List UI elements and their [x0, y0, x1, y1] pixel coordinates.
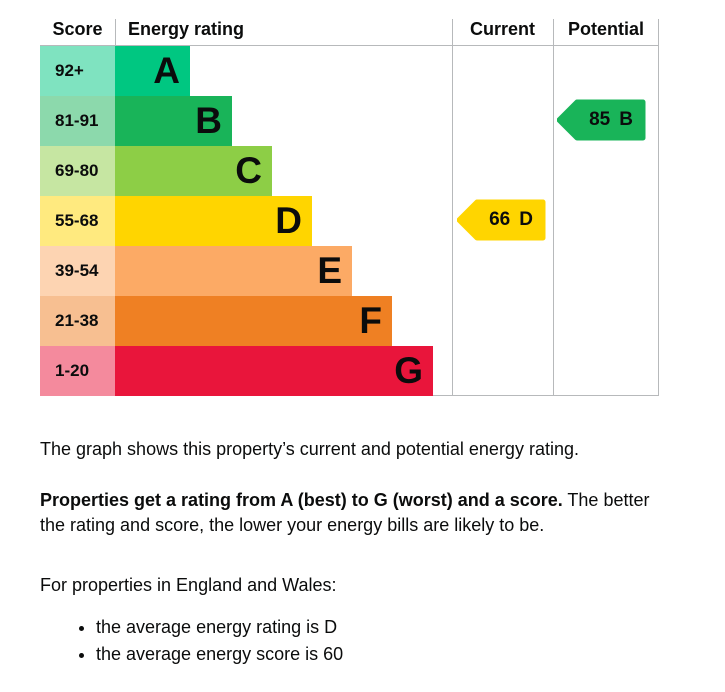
rating-explanation-rest: The better the rating and score, the low…: [40, 490, 650, 535]
current-rating-marker: 66 D: [457, 198, 547, 242]
band-row-f: 21-38 F: [40, 296, 659, 346]
list-item: the average energy rating is D: [96, 614, 665, 641]
potential-rating-marker: 85 B: [557, 98, 647, 142]
column-divider-right: [658, 19, 659, 396]
column-divider-current: [452, 19, 453, 396]
region-intro: For properties in England and Wales:: [40, 575, 337, 595]
current-score: 66: [489, 209, 511, 230]
potential-score: 85: [589, 109, 611, 130]
chart-header-row: Score Energy rating Current Potential: [40, 19, 659, 46]
score-range-b: 81-91: [40, 96, 115, 146]
rating-bar-g: G: [115, 346, 433, 396]
current-band: D: [519, 209, 533, 230]
band-row-c: 69-80 C: [40, 146, 659, 196]
score-range-c: 69-80: [40, 146, 115, 196]
band-row-b: 81-91 B: [40, 96, 659, 146]
current-rating-label: 66 D: [475, 198, 547, 242]
header-current: Current: [469, 19, 535, 39]
score-range-a: 92+: [40, 46, 115, 96]
header-potential: Potential: [567, 19, 644, 39]
list-item: the average energy score is 60: [96, 641, 665, 668]
column-divider-potential: [553, 19, 554, 396]
chart-bottom-border: [433, 395, 659, 396]
rating-bar-e: E: [115, 246, 352, 296]
score-range-f: 21-38: [40, 296, 115, 346]
rating-explanation-bold: Properties get a rating from A (best) to…: [40, 490, 563, 510]
left-arrow-shape: [457, 199, 546, 241]
band-row-e: 39-54 E: [40, 246, 659, 296]
graph-description: The graph shows this property’s current …: [40, 439, 579, 459]
rating-bar-f: F: [115, 296, 392, 346]
average-stats-list: the average energy rating is D the avera…: [40, 614, 665, 668]
band-row-d: 55-68 D: [40, 196, 659, 246]
energy-rating-chart: Score Energy rating Current Potential 92…: [40, 19, 659, 396]
band-row-a: 92+ A: [40, 46, 659, 96]
rating-bar-a: A: [115, 46, 190, 96]
left-arrow-shape: [557, 99, 646, 141]
rating-bar-b: B: [115, 96, 232, 146]
score-range-d: 55-68: [40, 196, 115, 246]
explanatory-text: The graph shows this property’s current …: [40, 437, 665, 668]
band-rows: 92+ A 81-91 B 69-80 C 55-68 D 39-54 E 21…: [40, 46, 659, 396]
potential-rating-label: 85 B: [575, 98, 647, 142]
score-range-g: 1-20: [40, 346, 115, 396]
score-range-e: 39-54: [40, 246, 115, 296]
band-row-g: 1-20 G: [40, 346, 659, 396]
header-score: Score: [52, 19, 103, 39]
potential-band: B: [619, 109, 633, 130]
rating-explanation: Properties get a rating from A (best) to…: [40, 488, 665, 538]
rating-bar-c: C: [115, 146, 272, 196]
header-energy-rating: Energy rating: [115, 19, 452, 45]
rating-bar-d: D: [115, 196, 312, 246]
